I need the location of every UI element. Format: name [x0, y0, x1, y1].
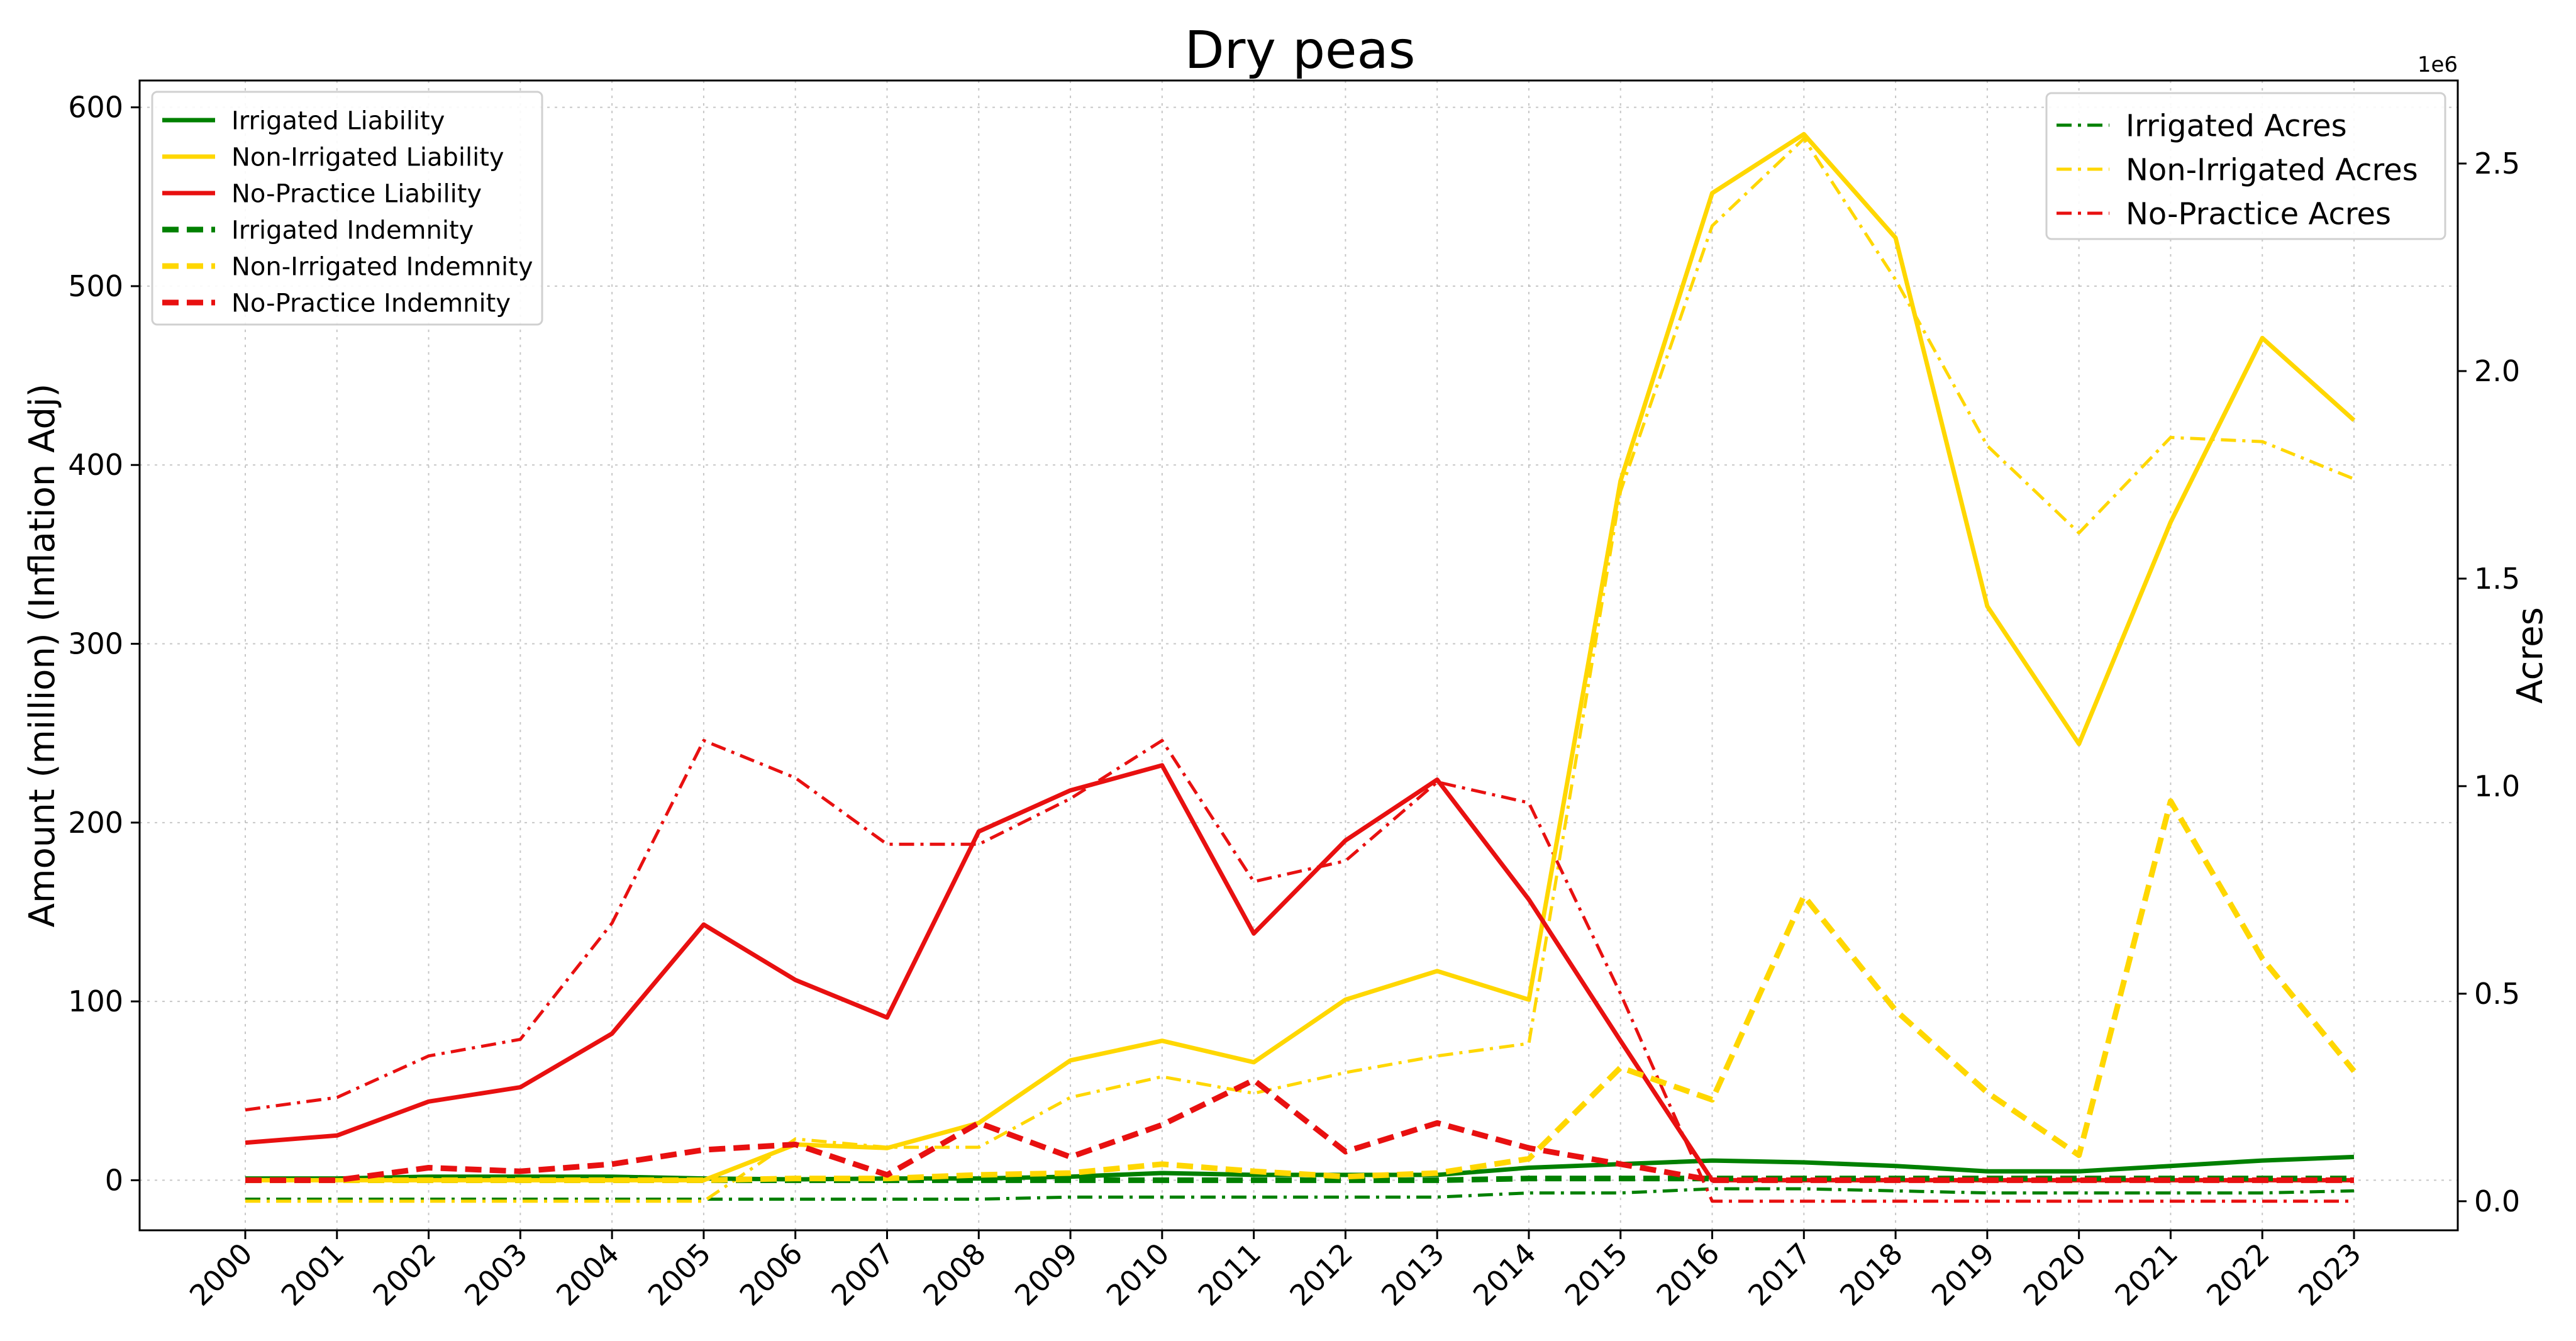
x-tick-label: 2003: [458, 1237, 534, 1313]
y-right-tick-label: 1.0: [2474, 769, 2520, 803]
legend-label: Irrigated Liability: [231, 106, 445, 135]
y-right-tick-label: 2.0: [2474, 354, 2520, 388]
series-right-no-practice-acres: [245, 738, 2354, 1203]
legend-label: Non-Irrigated Liability: [231, 143, 504, 172]
series-left-non-irrigated-liability: [245, 131, 2356, 1182]
x-tick-label: 2005: [641, 1237, 718, 1313]
x-tick-label: 2001: [275, 1237, 351, 1313]
legend-label: No-Practice Indemnity: [231, 289, 511, 318]
legend-label: Irrigated Acres: [2126, 108, 2347, 143]
series-left-no-practice-indemnity: [245, 1077, 2354, 1183]
legend-label: Non-Irrigated Acres: [2126, 152, 2418, 187]
legend-label: Non-Irrigated Indemnity: [231, 252, 533, 281]
y-axis-right-offset-label: 1e6: [2418, 52, 2458, 77]
x-tick-label: 2006: [733, 1237, 809, 1313]
x-tick-label: 2011: [1191, 1237, 1267, 1313]
y-axis-right-title: Acres: [2510, 607, 2551, 704]
x-tick-label: 2016: [1650, 1237, 1726, 1313]
y-right-tick-label: 0.0: [2474, 1184, 2520, 1218]
x-tick-label: 2022: [2200, 1237, 2276, 1313]
y-right-tick-label: 2.5: [2474, 147, 2520, 181]
plot-lines: [245, 131, 2357, 1203]
x-tick-label: 2019: [1925, 1237, 2001, 1313]
legend-label: Irrigated Indemnity: [231, 216, 474, 245]
legend-frame: [2045, 92, 2446, 240]
legend-left: Irrigated Liability Non-Irrigated Liabili…: [151, 91, 543, 326]
chart-title: Dry peas: [1185, 21, 1416, 81]
legend-frame: [151, 91, 543, 326]
x-tick-label: 2020: [2016, 1237, 2092, 1313]
x-tick-label: 2004: [550, 1237, 626, 1313]
legend-label: No-Practice Liability: [231, 179, 482, 208]
x-tick-label: 2014: [1467, 1237, 1543, 1313]
y-axis-left: 0 100 200 300 400 500 600: [68, 91, 140, 1197]
x-tick-label: 2009: [1008, 1237, 1084, 1313]
series-right-irrigated-acres: [245, 1187, 2355, 1201]
x-tick-label: 2007: [824, 1237, 901, 1313]
x-tick-label: 2000: [183, 1237, 259, 1313]
y-left-tick-label: 500: [68, 269, 123, 303]
legend-label: No-Practice Acres: [2126, 196, 2391, 231]
x-axis: 2000 2001 2002 2003 2004 2005 2006 2007 2008 2009…: [183, 1230, 2368, 1313]
x-tick-label: 2013: [1375, 1237, 1451, 1313]
x-tick-label: 2023: [2292, 1237, 2368, 1313]
y-right-tick-label: 1.5: [2474, 562, 2520, 596]
x-tick-label: 2021: [2108, 1237, 2184, 1313]
x-tick-label: 2015: [1558, 1237, 1635, 1313]
legend-right: Irrigated Acres Non-Irrigated Acres No-Pra…: [2045, 92, 2446, 240]
y-left-tick-label: 100: [68, 984, 123, 1018]
y-right-tick-label: 0.5: [2474, 977, 2520, 1011]
y-left-tick-label: 300: [68, 627, 123, 661]
y-axis-left-title: Amount (million) (Inflation Adj): [22, 384, 63, 928]
x-tick-label: 2010: [1100, 1237, 1176, 1313]
plot-frame: [138, 79, 2459, 1232]
y-left-tick-label: 200: [68, 806, 123, 840]
x-tick-label: 2002: [366, 1237, 442, 1313]
x-tick-label: 2018: [1833, 1237, 1909, 1313]
y-left-tick-label: 0: [105, 1163, 123, 1197]
x-tick-label: 2012: [1283, 1237, 1359, 1313]
y-left-tick-label: 400: [68, 448, 123, 482]
x-tick-label: 2017: [1741, 1237, 1818, 1313]
x-tick-label: 2008: [916, 1237, 992, 1313]
y-left-tick-label: 600: [68, 91, 123, 125]
y-axis-right: 0.0 0.5 1.0 1.5 2.0 2.5: [2458, 147, 2520, 1218]
series-right-non-irrigated-acres: [245, 136, 2355, 1203]
series-left-non-irrigated-indemnity: [245, 798, 2357, 1183]
